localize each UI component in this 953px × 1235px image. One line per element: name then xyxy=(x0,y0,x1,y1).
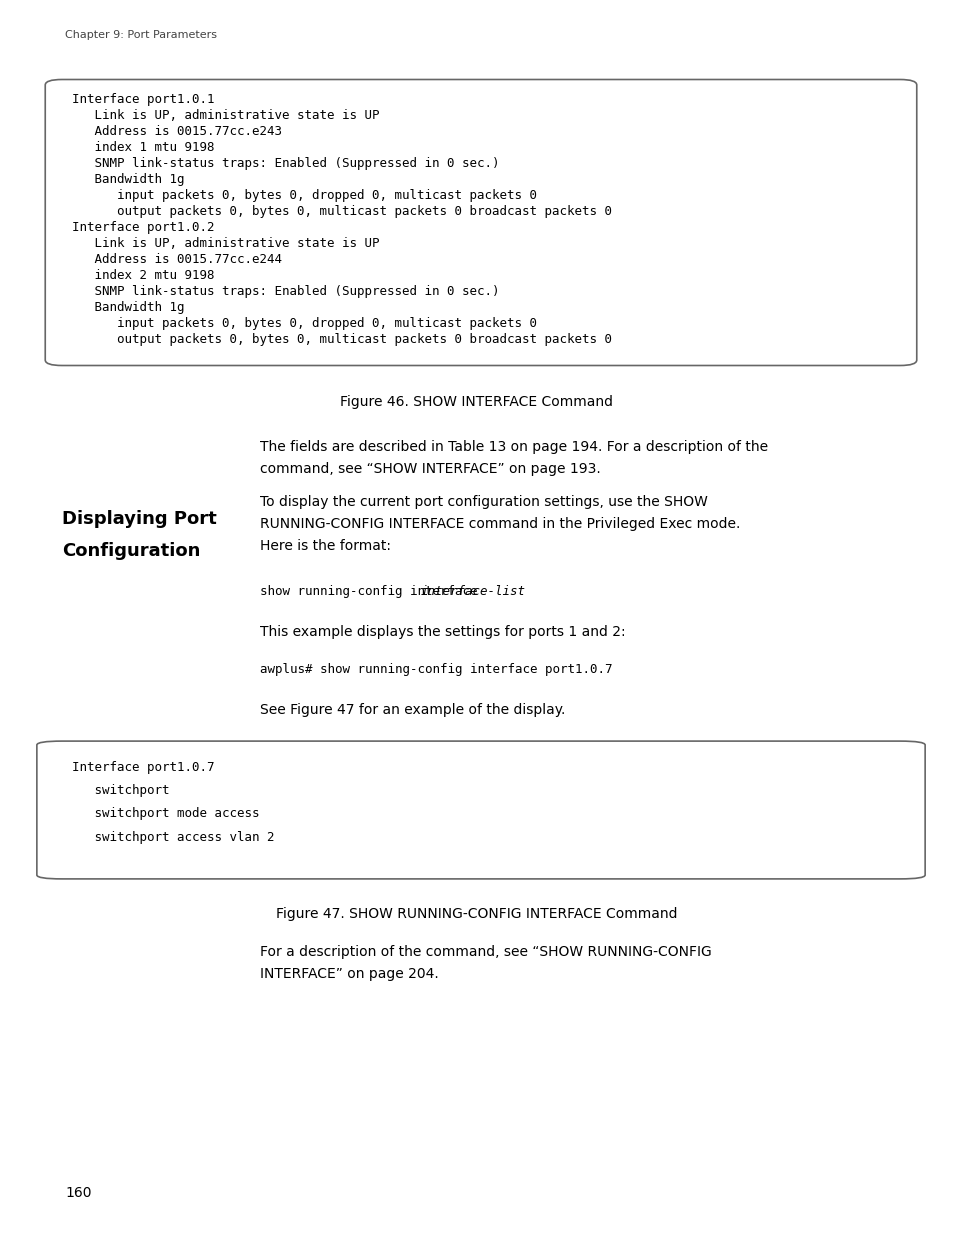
Text: RUNNING-CONFIG INTERFACE command in the Privileged Exec mode.: RUNNING-CONFIG INTERFACE command in the … xyxy=(260,517,740,531)
Text: 160: 160 xyxy=(65,1186,91,1200)
Text: output packets 0, bytes 0, multicast packets 0 broadcast packets 0: output packets 0, bytes 0, multicast pac… xyxy=(72,205,612,219)
Text: awplus# show running-config interface port1.0.7: awplus# show running-config interface po… xyxy=(260,663,612,676)
Text: Displaying Port: Displaying Port xyxy=(62,510,216,529)
Text: switchport mode access: switchport mode access xyxy=(72,808,259,820)
Text: See Figure 47 for an example of the display.: See Figure 47 for an example of the disp… xyxy=(260,703,565,718)
Text: Configuration: Configuration xyxy=(62,542,200,559)
Text: Link is UP, administrative state is UP: Link is UP, administrative state is UP xyxy=(72,109,379,122)
Text: To display the current port configuration settings, use the SHOW: To display the current port configuratio… xyxy=(260,495,707,509)
Text: This example displays the settings for ports 1 and 2:: This example displays the settings for p… xyxy=(260,625,625,638)
Text: For a description of the command, see “SHOW RUNNING-CONFIG: For a description of the command, see “S… xyxy=(260,945,711,960)
Text: index 2 mtu 9198: index 2 mtu 9198 xyxy=(72,269,214,282)
Text: Here is the format:: Here is the format: xyxy=(260,538,391,553)
Text: Chapter 9: Port Parameters: Chapter 9: Port Parameters xyxy=(65,30,216,40)
Text: output packets 0, bytes 0, multicast packets 0 broadcast packets 0: output packets 0, bytes 0, multicast pac… xyxy=(72,333,612,346)
Text: Address is 0015.77cc.e243: Address is 0015.77cc.e243 xyxy=(72,125,282,138)
Text: Interface port1.0.7: Interface port1.0.7 xyxy=(72,761,214,773)
Text: show running-config interface: show running-config interface xyxy=(260,585,484,598)
Text: The fields are described in Table 13 on page 194. For a description of the: The fields are described in Table 13 on … xyxy=(260,440,767,454)
Text: Interface port1.0.1: Interface port1.0.1 xyxy=(72,94,214,106)
Text: Interface port1.0.2: Interface port1.0.2 xyxy=(72,221,214,235)
Text: Figure 46. SHOW INTERFACE Command: Figure 46. SHOW INTERFACE Command xyxy=(340,395,613,409)
Text: INTERFACE” on page 204.: INTERFACE” on page 204. xyxy=(260,967,438,981)
Text: input packets 0, bytes 0, dropped 0, multicast packets 0: input packets 0, bytes 0, dropped 0, mul… xyxy=(72,189,537,203)
Text: command, see “SHOW INTERFACE” on page 193.: command, see “SHOW INTERFACE” on page 19… xyxy=(260,462,600,475)
Text: SNMP link-status traps: Enabled (Suppressed in 0 sec.): SNMP link-status traps: Enabled (Suppres… xyxy=(72,157,499,170)
Text: Address is 0015.77cc.e244: Address is 0015.77cc.e244 xyxy=(72,253,282,266)
Text: input packets 0, bytes 0, dropped 0, multicast packets 0: input packets 0, bytes 0, dropped 0, mul… xyxy=(72,317,537,330)
Text: index 1 mtu 9198: index 1 mtu 9198 xyxy=(72,141,214,154)
Text: switchport access vlan 2: switchport access vlan 2 xyxy=(72,831,274,844)
FancyBboxPatch shape xyxy=(37,741,924,879)
Text: Bandwidth 1g: Bandwidth 1g xyxy=(72,173,184,186)
Text: SNMP link-status traps: Enabled (Suppressed in 0 sec.): SNMP link-status traps: Enabled (Suppres… xyxy=(72,285,499,298)
Text: Bandwidth 1g: Bandwidth 1g xyxy=(72,301,184,314)
Text: Figure 47. SHOW RUNNING-CONFIG INTERFACE Command: Figure 47. SHOW RUNNING-CONFIG INTERFACE… xyxy=(276,906,677,921)
Text: interface-list: interface-list xyxy=(420,585,525,598)
Text: Link is UP, administrative state is UP: Link is UP, administrative state is UP xyxy=(72,237,379,251)
Text: switchport: switchport xyxy=(72,784,170,797)
FancyBboxPatch shape xyxy=(45,79,916,366)
